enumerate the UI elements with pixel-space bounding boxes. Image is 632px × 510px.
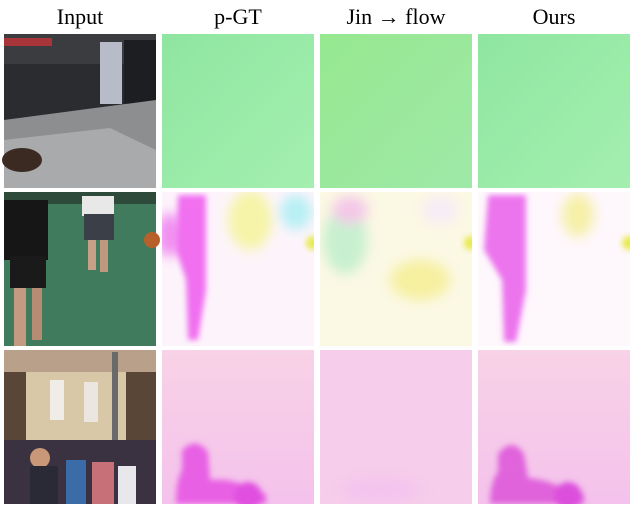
flow-image <box>162 192 314 346</box>
flow-image <box>320 34 472 188</box>
flow-image <box>162 350 314 504</box>
column-header: Input <box>57 4 103 29</box>
input-image <box>2 34 156 188</box>
column-header: Jin → flow <box>347 4 446 29</box>
flow-image <box>320 350 472 504</box>
column-header: p-GT <box>214 4 262 29</box>
flow-image <box>162 34 314 188</box>
flow-image <box>478 34 630 188</box>
input-image <box>4 350 156 504</box>
flow-image <box>478 192 630 346</box>
column-header: Ours <box>533 4 576 29</box>
flow-image <box>478 350 630 504</box>
input-image <box>4 192 160 346</box>
flow-image <box>320 192 472 346</box>
